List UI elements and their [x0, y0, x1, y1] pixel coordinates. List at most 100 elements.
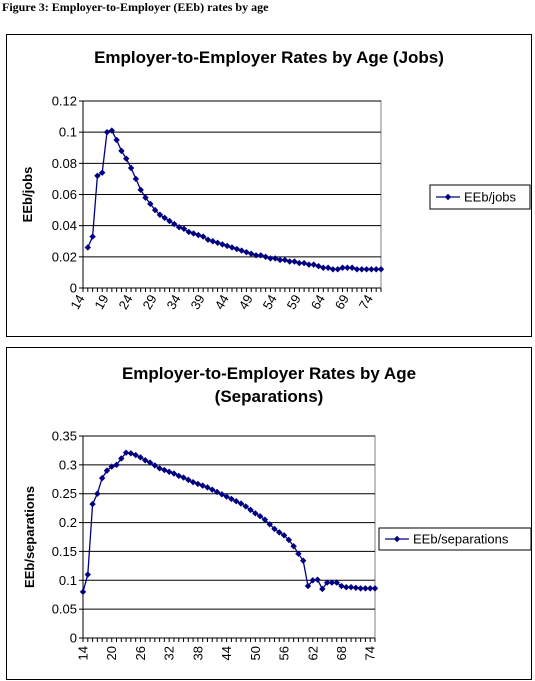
- x-tick-label: 32: [162, 646, 177, 660]
- data-point: [98, 474, 106, 482]
- data-point: [189, 478, 197, 486]
- x-tick-label: 69: [332, 292, 352, 312]
- data-point: [147, 200, 154, 208]
- data-point: [300, 259, 308, 267]
- data-point: [132, 451, 139, 459]
- y-tick-label: 0.08: [52, 156, 77, 171]
- x-tick-label: 34: [164, 292, 184, 312]
- data-point: [171, 220, 178, 228]
- data-point: [363, 266, 370, 273]
- chart-separations-svg: Employer-to-Employer Rates by Age (Separa…: [22, 364, 531, 660]
- x-tick-label: 14: [67, 292, 87, 312]
- data-point: [218, 491, 226, 498]
- x-tick-label: 54: [260, 292, 280, 312]
- data-point: [247, 506, 254, 514]
- x-tick-label: 19: [91, 292, 111, 312]
- data-point: [165, 468, 173, 475]
- legend-box: [378, 527, 531, 551]
- y-tick-label: 0.06: [52, 187, 77, 202]
- data-point: [132, 175, 140, 183]
- y-tick-label: 0.1: [59, 573, 77, 588]
- y-tick-label: 0.1: [59, 125, 77, 140]
- y-tick-label: 0.05: [52, 602, 77, 617]
- data-point: [175, 472, 182, 480]
- data-point: [151, 462, 159, 469]
- data-point: [296, 259, 303, 267]
- data-point: [276, 256, 284, 264]
- data-point: [352, 584, 360, 591]
- y-tick-label: 0.04: [52, 218, 77, 233]
- x-tick-label: 39: [188, 292, 208, 312]
- data-point: [195, 231, 202, 239]
- data-point: [185, 476, 192, 484]
- data-point: [151, 206, 159, 214]
- x-tick-label: 29: [139, 292, 159, 312]
- data-point: [146, 459, 154, 466]
- x-tick-label: 20: [104, 646, 119, 660]
- data-point: [223, 493, 230, 500]
- data-point: [281, 256, 289, 264]
- y-tick-label: 0.2: [59, 515, 77, 530]
- data-point: [103, 128, 111, 136]
- data-point: [137, 454, 144, 461]
- figure-caption: Figure 3: Employer-to-Employer (EEb) rat…: [2, 0, 269, 14]
- data-point: [84, 244, 92, 251]
- data-point: [357, 585, 364, 592]
- chart-jobs-panel: Employer-to-Employer Rates by Age (Jobs)…: [6, 34, 532, 337]
- data-point: [108, 127, 116, 134]
- chart-separations-panel: Employer-to-Employer Rates by Age (Separa…: [6, 347, 532, 680]
- data-point: [94, 490, 101, 497]
- data-point: [175, 224, 183, 231]
- x-tick-label: 64: [308, 292, 328, 312]
- data-point: [367, 585, 374, 592]
- data-point: [371, 585, 379, 592]
- data-point: [347, 584, 355, 591]
- x-tick-label: 44: [212, 292, 232, 312]
- x-tick-label: 44: [219, 646, 234, 660]
- data-point: [94, 172, 101, 179]
- data-point: [185, 228, 192, 236]
- y-axis-label: EEb/separations: [22, 486, 37, 588]
- data-point: [161, 466, 168, 474]
- data-point: [127, 450, 135, 457]
- data-point: [238, 247, 245, 254]
- y-tick-label: 0.25: [52, 486, 77, 501]
- data-point: [127, 164, 135, 172]
- data-point: [113, 136, 120, 144]
- data-point: [266, 521, 273, 528]
- data-point: [343, 584, 350, 591]
- data-point: [194, 480, 202, 488]
- x-tick-label: 50: [248, 646, 263, 660]
- x-tick-label: 62: [305, 646, 320, 660]
- y-tick-label: 0.15: [52, 544, 77, 559]
- legend-label: EEb/separations: [413, 532, 509, 547]
- data-point: [368, 266, 375, 273]
- y-axis-label: EEb/jobs: [20, 167, 35, 223]
- data-point: [372, 266, 380, 273]
- data-point: [353, 266, 361, 273]
- data-point: [223, 242, 231, 250]
- data-point: [232, 498, 240, 505]
- y-tick-label: 0.12: [52, 94, 77, 109]
- x-tick-label: 26: [133, 646, 148, 660]
- data-point: [262, 253, 269, 261]
- legend-label: EEb/jobs: [464, 190, 517, 205]
- data-point: [199, 233, 207, 240]
- data-point: [89, 500, 96, 508]
- data-point: [209, 238, 216, 245]
- data-point: [242, 503, 249, 510]
- y-tick-label: 0: [70, 631, 77, 646]
- data-point: [99, 169, 106, 176]
- data-point: [228, 495, 235, 503]
- y-tick-label: 0.3: [59, 457, 77, 472]
- data-point: [84, 571, 91, 578]
- chart-title: Employer-to-Employer Rates by Age (Jobs): [94, 48, 444, 67]
- data-point: [213, 488, 221, 496]
- data-point: [334, 266, 341, 273]
- data-point: [123, 155, 130, 162]
- data-point: [118, 147, 125, 155]
- data-point: [329, 266, 337, 273]
- data-point: [252, 252, 260, 259]
- legend-marker: [444, 193, 452, 201]
- data-point: [204, 484, 211, 491]
